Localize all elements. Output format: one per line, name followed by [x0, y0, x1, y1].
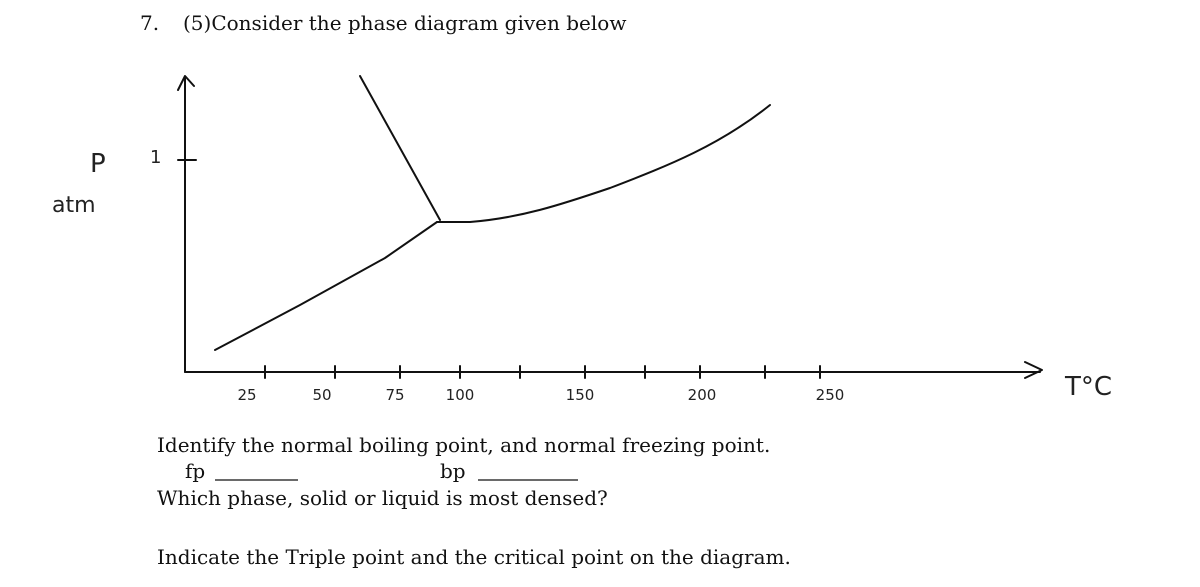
- prompt: Indicate the Triple point and the critic…: [157, 545, 791, 569]
- x-tick-label: 75: [385, 386, 404, 404]
- x-label: T°C: [1064, 372, 1112, 402]
- x-tick-label: 50: [312, 386, 331, 404]
- y-tick-label: 1: [150, 147, 161, 168]
- x-tick-label: 200: [688, 386, 717, 404]
- x-tick-label: 150: [566, 386, 595, 404]
- blank-label: bp: [440, 459, 466, 483]
- y-label: P: [90, 149, 106, 179]
- x-tick-label: 25: [237, 386, 256, 404]
- question-text: (5)Consider the phase diagram given belo…: [183, 11, 626, 35]
- blank-label: fp: [185, 459, 205, 483]
- x-tick-label: 100: [446, 386, 475, 404]
- x-axis: [184, 361, 1043, 379]
- question-number: 7.: [140, 11, 159, 35]
- prompt: Identify the normal boiling point, and n…: [157, 433, 770, 457]
- y-axis: [177, 75, 195, 373]
- x-tick-label: 250: [816, 386, 845, 404]
- prompt: Which phase, solid or liquid is most den…: [157, 486, 608, 510]
- sublimation-curve: [214, 221, 438, 351]
- melting-curve: [359, 75, 441, 221]
- x-ticks: [264, 365, 821, 379]
- vaporization-curve: [436, 104, 771, 223]
- y-unit: atm: [52, 193, 96, 218]
